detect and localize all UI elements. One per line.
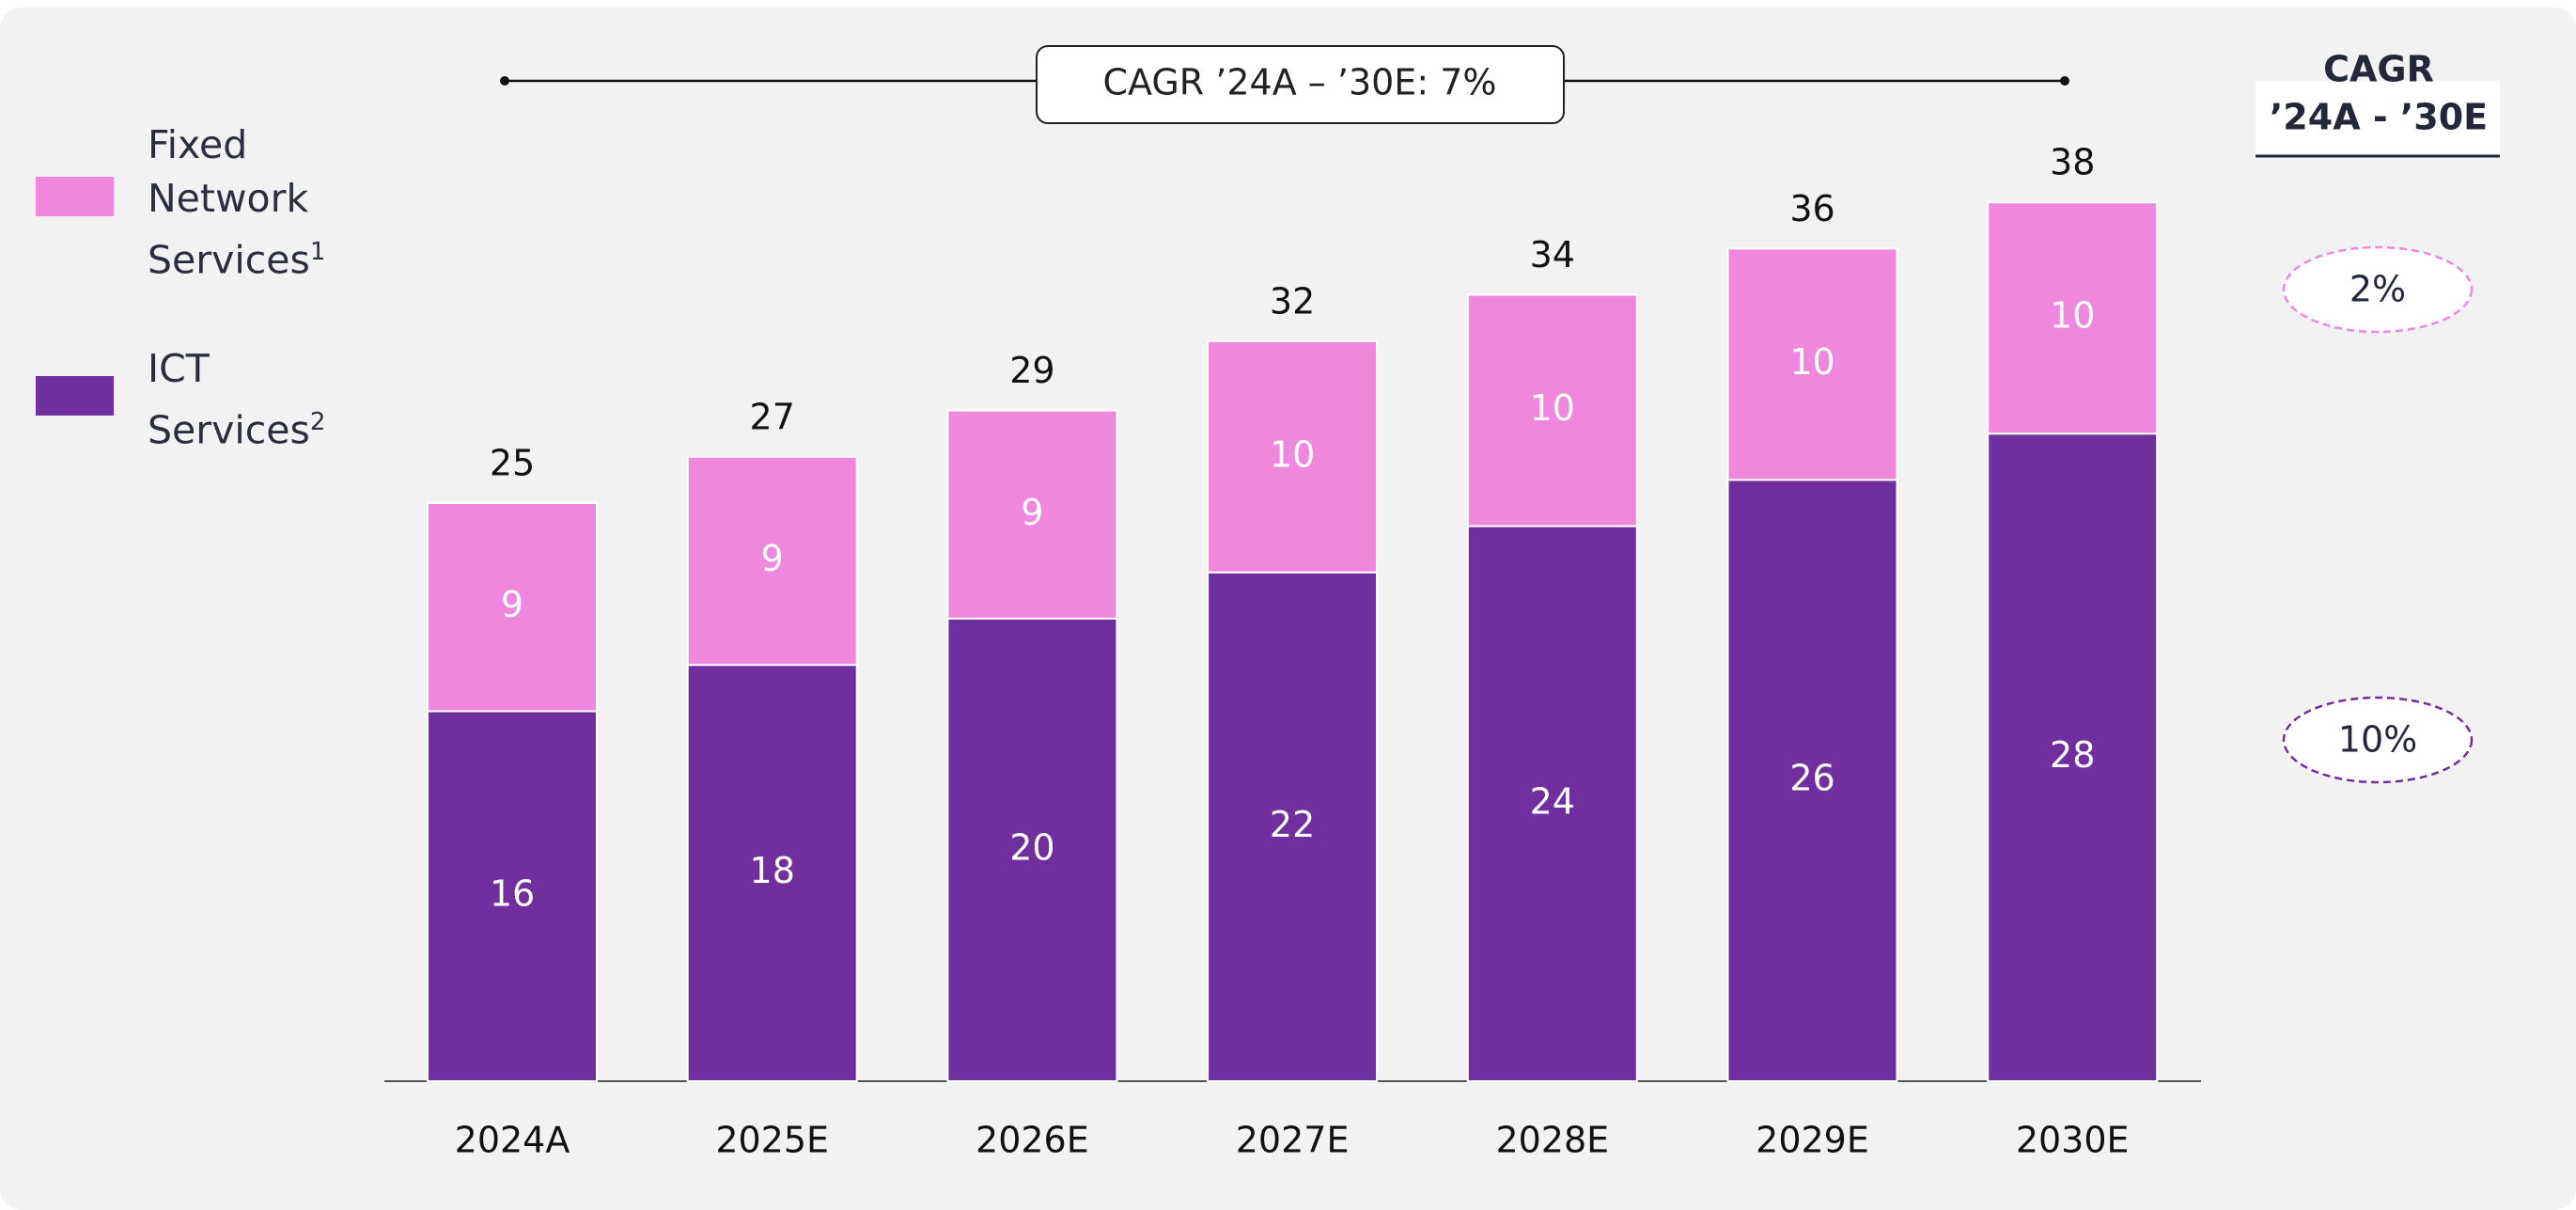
bar-segment <box>427 502 598 713</box>
total-label: 29 <box>1009 350 1054 391</box>
legend-label: ICT Services2 <box>148 342 364 458</box>
total-label: 38 <box>2050 142 2095 183</box>
segment-label: 9 <box>761 538 784 579</box>
cagr-header: CAGR <box>2323 49 2434 90</box>
x-tick-label: 2027E <box>1236 1120 1350 1161</box>
segment-label: 26 <box>1789 758 1834 799</box>
bar-segment <box>1726 247 1898 481</box>
bar-segment <box>1466 525 1638 1082</box>
segment-label: 24 <box>1530 780 1575 822</box>
segment-label: 10 <box>2050 295 2095 337</box>
x-tick-label: 2030E <box>2016 1120 2130 1161</box>
segment-label: 28 <box>2050 734 2095 776</box>
bar-segment <box>946 409 1118 620</box>
segment-label: 18 <box>750 850 795 891</box>
bar-segment <box>1207 339 1379 574</box>
cagr-annotation: CAGR ’24A – ’30E: 7% <box>1103 62 1497 103</box>
cagr-ellipse <box>2282 245 2474 334</box>
legend-swatch <box>36 376 114 416</box>
legend-footnote: 1 <box>309 238 326 266</box>
legend-text: Fixed Network Services <box>148 122 310 283</box>
cagr-line-end <box>2060 76 2069 86</box>
bar-segment <box>686 455 858 667</box>
legend-label: Fixed Network Services1 <box>148 118 364 288</box>
legend-text: ICT Services <box>148 346 310 453</box>
bar-segment <box>1207 571 1379 1082</box>
segment-label: 20 <box>1009 827 1054 869</box>
cagr-line-end <box>500 76 509 86</box>
segment-label: 10 <box>1789 341 1834 383</box>
cagr-header-box <box>2256 81 2500 156</box>
total-label: 36 <box>1789 188 1834 229</box>
bar-segment <box>1987 201 2159 435</box>
x-tick-label: 2025E <box>715 1120 829 1161</box>
x-tick-label: 2029E <box>1756 1120 1869 1161</box>
bar-segment <box>946 618 1118 1082</box>
legend-swatch <box>36 177 114 216</box>
legend-footnote: 2 <box>309 408 326 436</box>
x-tick-label: 2026E <box>976 1120 1089 1161</box>
total-label: 27 <box>750 396 795 437</box>
bar-segment <box>1466 293 1638 527</box>
x-tick-label: 2024A <box>455 1120 570 1161</box>
bar-segment <box>427 710 598 1083</box>
cagr-value: 2% <box>2350 269 2406 310</box>
total-label: 25 <box>490 443 535 484</box>
bar-segment <box>1987 432 2159 1082</box>
segment-label: 10 <box>1270 433 1315 475</box>
cagr-header: ’24A - ’30E <box>2270 97 2488 138</box>
bar-segment <box>686 664 858 1082</box>
x-tick-label: 2028E <box>1495 1120 1609 1161</box>
total-label: 32 <box>1270 280 1315 322</box>
segment-label: 9 <box>501 584 523 625</box>
total-label: 34 <box>1530 234 1575 275</box>
bar-segment <box>1726 479 1898 1082</box>
cagr-value: 10% <box>2338 719 2417 761</box>
segment-label: 16 <box>490 873 535 915</box>
segment-label: 10 <box>1530 387 1575 429</box>
segment-label: 9 <box>1021 492 1043 533</box>
cagr-box <box>1036 45 1565 124</box>
cagr-ellipse <box>2282 696 2474 784</box>
segment-label: 22 <box>1270 804 1315 845</box>
